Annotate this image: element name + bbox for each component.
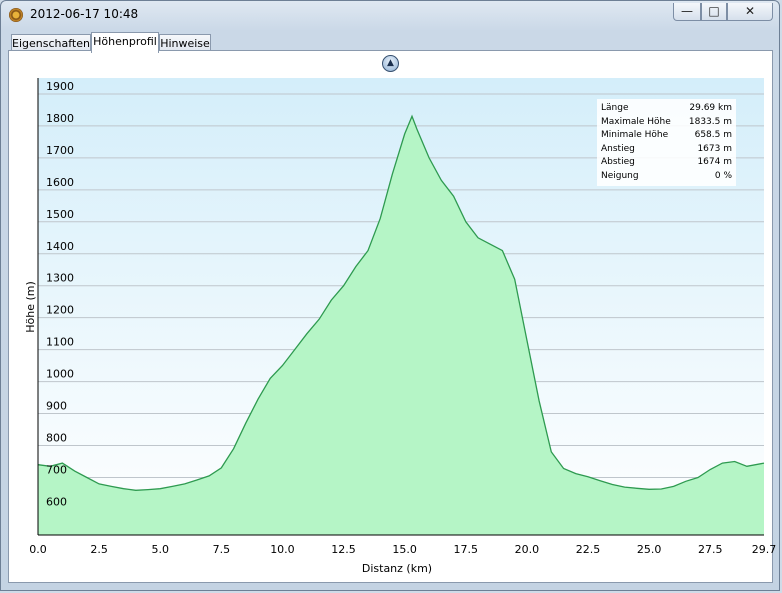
stat-label: Maximale Höhe bbox=[601, 116, 671, 127]
stat-row-anstieg: Anstieg 1673 m bbox=[601, 143, 732, 157]
x-tick-label: 12.5 bbox=[331, 543, 356, 556]
stat-value: 658.5 m bbox=[694, 130, 732, 141]
collapse-button[interactable]: ▲ bbox=[382, 55, 399, 72]
tab-hinweise[interactable]: Hinweise bbox=[159, 34, 211, 52]
tab-hoehenprofil[interactable]: Höhenprofil bbox=[91, 32, 159, 53]
elevation-line bbox=[37, 114, 765, 491]
x-tick-label: 15.0 bbox=[392, 543, 417, 556]
stat-label: Neigung bbox=[601, 170, 639, 181]
y-tick-label: 1000 bbox=[46, 368, 74, 381]
stat-row-neigung: Neigung 0 % bbox=[601, 170, 732, 184]
stat-label: Abstieg bbox=[601, 157, 635, 168]
x-tick-label: 27.5 bbox=[698, 543, 723, 556]
stat-value: 1673 m bbox=[697, 143, 732, 154]
y-tick-label: 1500 bbox=[46, 208, 74, 221]
y-tick-label: 1900 bbox=[46, 80, 74, 93]
app-compass-icon bbox=[9, 8, 23, 22]
minimize-button[interactable]: — bbox=[673, 3, 701, 21]
stat-row-min-hoehe: Minimale Höhe 658.5 m bbox=[601, 129, 732, 143]
y-tick-label: 900 bbox=[46, 400, 67, 413]
stat-label: Länge bbox=[601, 103, 629, 113]
y-tick-label: 700 bbox=[46, 463, 67, 476]
stat-value: 1674 m bbox=[697, 157, 732, 168]
x-tick-label: 5.0 bbox=[151, 543, 169, 556]
stat-value: 0 % bbox=[714, 170, 732, 181]
y-tick-labels: 600 700 800 900 1000 1100 1200 1300 1400 1500 1600… bbox=[46, 80, 74, 508]
y-tick-label: 1100 bbox=[46, 336, 74, 349]
y-tick-label: 1600 bbox=[46, 176, 74, 189]
x-tick-labels: 0.0 2.5 5.0 7.5 10.0 12.5 15.0 17.5 20.0 22.5 25.0… bbox=[29, 543, 776, 556]
y-tick-label: 800 bbox=[46, 432, 67, 445]
statistics-box: Länge 29.69 km Maximale Höhe 1833.5 m Mini… bbox=[597, 99, 736, 186]
title-bar[interactable]: 2012-06-17 10:48 — □ ✕ bbox=[1, 1, 779, 29]
close-icon: ✕ bbox=[744, 4, 756, 18]
y-tick-label: 1300 bbox=[46, 272, 74, 285]
stat-value: 1833.5 m bbox=[688, 116, 732, 127]
collapse-up-icon: ▲ bbox=[387, 58, 394, 68]
x-tick-label: 22.5 bbox=[576, 543, 601, 556]
y-axis-label: Höhe (m) bbox=[24, 281, 37, 333]
x-tick-label: 17.5 bbox=[454, 543, 479, 556]
x-tick-label: 0.0 bbox=[29, 543, 47, 556]
x-axis-label: Distanz (km) bbox=[362, 562, 432, 575]
x-tick-label: 25.0 bbox=[637, 543, 662, 556]
stat-row-laenge: Länge 29.69 km bbox=[601, 102, 732, 116]
y-tick-label: 600 bbox=[46, 495, 67, 508]
x-tick-label: 29.7 bbox=[752, 543, 777, 556]
stat-row-abstieg: Abstieg 1674 m bbox=[601, 156, 732, 170]
minimize-icon: — bbox=[681, 4, 693, 18]
stat-row-max-hoehe: Maximale Höhe 1833.5 m bbox=[601, 116, 732, 130]
y-tick-label: 1800 bbox=[46, 112, 74, 125]
stat-label: Minimale Höhe bbox=[601, 130, 669, 141]
close-button[interactable]: ✕ bbox=[727, 3, 773, 21]
elevation-area bbox=[38, 116, 764, 536]
tab-eigenschaften[interactable]: Eigenschaften bbox=[11, 34, 91, 52]
stat-label: Anstieg bbox=[601, 143, 635, 154]
y-tick-label: 1700 bbox=[46, 144, 74, 157]
x-tick-label: 20.0 bbox=[515, 543, 540, 556]
y-tick-label: 1200 bbox=[46, 304, 74, 317]
x-tick-label: 2.5 bbox=[90, 543, 108, 556]
maximize-icon: □ bbox=[708, 4, 720, 18]
y-tick-label: 1400 bbox=[46, 240, 74, 253]
window-title: 2012-06-17 10:48 bbox=[30, 7, 139, 21]
x-tick-label: 10.0 bbox=[270, 543, 295, 556]
stat-value: 29.69 km bbox=[689, 103, 732, 113]
maximize-button[interactable]: □ bbox=[701, 3, 727, 21]
x-tick-label: 7.5 bbox=[213, 543, 231, 556]
